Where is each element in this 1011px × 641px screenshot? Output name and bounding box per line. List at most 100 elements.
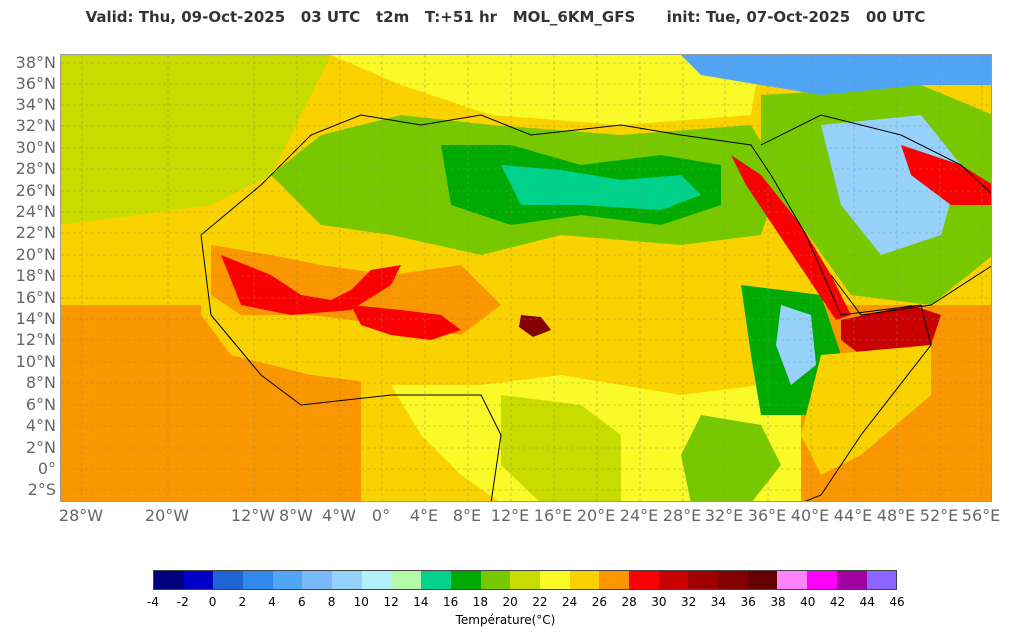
horn-zone xyxy=(801,345,931,475)
latitude-label: 24°N xyxy=(15,202,56,221)
latitude-labels: 38°N 36°N 34°N 32°N 30°N 28°N 26°N 24°N 22°N 20°N… xyxy=(0,53,56,502)
colorbar-tick-label: 22 xyxy=(532,595,548,609)
colorbar-ticks: -4 -2 0 2 4 6 8 10 12 14 16 18 20 22 24 26 28 30 32 34 36 38 4… xyxy=(147,595,905,609)
colorbar-swatch xyxy=(332,571,362,589)
map-canvas xyxy=(61,55,991,501)
colorbar-tick-label: 0 xyxy=(208,595,217,609)
arabia-highland-zone xyxy=(821,115,961,255)
colorbar-swatch xyxy=(450,571,481,589)
colorbar-label: Température(°C) xyxy=(455,613,556,627)
colorbar-swatch xyxy=(154,571,184,589)
colorbar-swatch xyxy=(510,571,540,589)
colorbar-swatch xyxy=(480,571,511,589)
latitude-label: 22°N xyxy=(15,223,56,242)
colorbar-tick-label: 14 xyxy=(413,595,429,609)
latitude-label: 2°S xyxy=(27,480,56,499)
colorbar-swatch xyxy=(569,571,600,589)
latitude-label: 10°N xyxy=(15,352,56,371)
graticule xyxy=(61,55,991,501)
colorbar-swatch xyxy=(866,571,897,589)
longitude-label: 8°E xyxy=(452,506,482,525)
temperature-map xyxy=(60,54,992,502)
latitude-label: 14°N xyxy=(15,309,56,328)
colorbar-swatch xyxy=(539,571,570,589)
colorbar-swatch xyxy=(361,571,392,589)
latitude-label: 16°N xyxy=(15,288,56,307)
longitude-label: 32°E xyxy=(704,506,744,525)
colorbar-tick-label: 2 xyxy=(238,595,247,609)
colorbar-swatch xyxy=(718,571,748,589)
longitude-label: 4°E xyxy=(409,506,439,525)
colorbar-tick-label: 4 xyxy=(268,595,276,609)
latitude-label: 6°N xyxy=(25,395,56,414)
longitude-label: 20°W xyxy=(144,506,190,525)
ethiopia-cool-zone xyxy=(776,305,816,385)
latitude-label: 8°N xyxy=(25,373,56,392)
latitude-label: 12°N xyxy=(15,330,56,349)
colorbar-swatch xyxy=(599,571,629,589)
longitude-label: 16°E xyxy=(533,506,573,525)
latitude-label: 20°N xyxy=(15,245,56,264)
latitude-label: 32°N xyxy=(15,116,56,135)
colorbar-tick-label: 20 xyxy=(502,595,518,609)
latitude-label: 38°N xyxy=(15,53,56,72)
colorbar-tick-label: 44 xyxy=(859,595,875,609)
colorbar-tick-label: 32 xyxy=(681,595,697,609)
colorbar-tick-label: 18 xyxy=(472,595,488,609)
lake-region-zone xyxy=(681,415,781,501)
colorbar-swatch xyxy=(391,571,422,589)
colorbar-tick-label: 42 xyxy=(829,595,846,609)
colorbar-swatch xyxy=(777,571,808,589)
colorbar-tick-label: 26 xyxy=(591,595,608,609)
latitude-label: 30°N xyxy=(15,138,56,157)
colorbar-tick-label: 24 xyxy=(561,595,578,609)
colorbar-swatch xyxy=(836,571,867,589)
sahel-zone xyxy=(201,225,801,395)
longitude-label: 20°E xyxy=(576,506,616,525)
colorbar-swatch xyxy=(272,571,303,589)
longitude-label: 44°E xyxy=(833,506,873,525)
colorbar-swatch xyxy=(302,571,333,589)
colorbar-swatch xyxy=(658,571,689,589)
persian-gulf-zone xyxy=(901,145,991,205)
colorbar-tick-label: -4 xyxy=(147,595,159,609)
colorbar-tick-label: 46 xyxy=(889,595,905,609)
longitude-label: 36°E xyxy=(747,506,787,525)
africa-coastline xyxy=(200,114,932,501)
colorbar-tick-label: 36 xyxy=(740,595,756,609)
colorbar-tick-label: 12 xyxy=(383,595,399,609)
colorbar-tick-label: -2 xyxy=(176,595,189,609)
chad-hotspot xyxy=(519,315,551,337)
latitude-label: 18°N xyxy=(15,266,56,285)
red-sea-zone xyxy=(731,155,851,320)
longitude-label: 24°E xyxy=(619,506,659,525)
anatolia-cold-zone xyxy=(681,55,991,95)
longitude-label: 28°W xyxy=(58,506,104,525)
latitude-label: 34°N xyxy=(15,95,56,114)
colorbar-swatch xyxy=(213,571,244,589)
longitude-label: 48°E xyxy=(876,506,916,525)
colorbar-swatch xyxy=(688,571,719,589)
longitude-label: 12°E xyxy=(490,506,530,525)
latitude-label: 36°N xyxy=(15,74,56,93)
gulf-aden-zone xyxy=(841,305,941,355)
colorbar xyxy=(153,570,897,590)
latitude-label: 26°N xyxy=(15,181,56,200)
colorbar-tick-label: 16 xyxy=(442,595,459,609)
colorbar-tick-label: 38 xyxy=(770,595,786,609)
longitude-label: 40°E xyxy=(790,506,830,525)
colorbar-tick-label: 6 xyxy=(297,595,306,609)
colorbar-swatch xyxy=(747,571,778,589)
latitude-label: 0° xyxy=(37,459,56,478)
sahel-red-zone-mali xyxy=(351,305,461,340)
longitude-labels: 28°W 20°W 12°W 8°W 4°W 0° 4°E 8°E 12°E 16°E 20°E 24… xyxy=(58,506,1000,528)
latitude-label: 2°N xyxy=(25,438,56,457)
longitude-label: 0° xyxy=(371,506,391,525)
longitude-label: 12°W xyxy=(230,506,276,525)
colorbar-swatch xyxy=(629,571,659,589)
sahel-red-zone-west xyxy=(221,255,401,315)
longitude-label: 4°W xyxy=(322,506,356,525)
colorbar-tick-label: 8 xyxy=(327,595,336,609)
colorbar-swatch xyxy=(421,571,451,589)
latitude-label: 4°N xyxy=(25,416,56,435)
